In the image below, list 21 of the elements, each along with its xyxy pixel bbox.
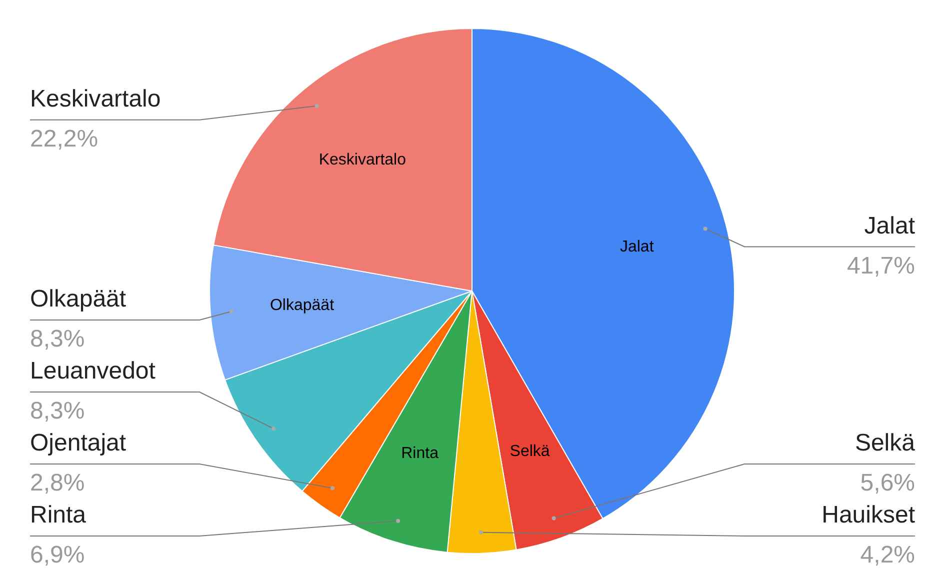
slice-label: Keskivartalo [30, 85, 161, 112]
slice-label: Rinta [30, 502, 87, 529]
data-label: 5,6% [860, 470, 915, 497]
data-label: 22,2% [30, 125, 98, 152]
slice-label: Hauikset [822, 502, 916, 529]
slice-label: Olkapäät [30, 286, 126, 313]
slice-label: Selkä [510, 442, 550, 460]
slice-label: Leuanvedot [30, 358, 156, 385]
data-label: 6,9% [30, 542, 85, 569]
data-label: 8,3% [30, 326, 85, 353]
slice-label: Rinta [401, 444, 439, 462]
slice-label: Jalat [864, 212, 916, 240]
slice-label: Olkapäät [270, 296, 335, 314]
data-label: 4,2% [860, 542, 915, 569]
slice-label: Ojentajat [30, 430, 126, 457]
slice-label: Selkä [854, 430, 916, 457]
data-label: 2,8% [30, 470, 85, 497]
slice-label: Jalat [620, 238, 654, 256]
data-label: 8,3% [30, 398, 85, 425]
slice-label: Keskivartalo [318, 152, 406, 169]
data-label: 41,7% [846, 252, 915, 280]
